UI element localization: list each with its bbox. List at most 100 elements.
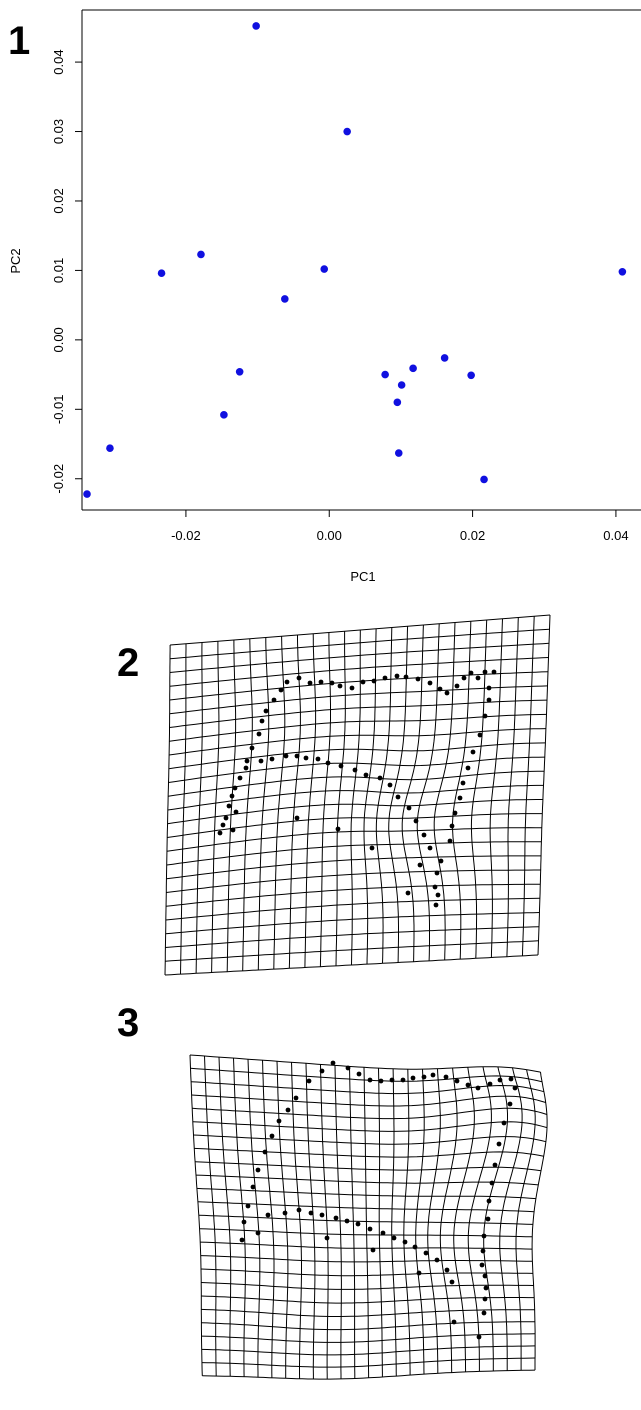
scatter-points [83,22,627,498]
grid-column-line [416,623,440,961]
landmark-point [482,669,488,675]
grid-row-line [200,1255,533,1263]
grid-row-line [192,1121,548,1132]
landmark-point [496,1141,502,1147]
landmark-point [303,755,309,761]
grid-row-line [166,827,542,852]
data-point [235,368,244,376]
data-point [157,269,166,277]
grid-row-line [189,1054,541,1073]
grid-column-line [204,1055,217,1377]
data-point [106,444,114,452]
x-tick-label: 0.00 [317,528,342,543]
landmark-point [403,674,409,680]
landmark-point [485,1216,491,1222]
grid-row-line [195,1161,542,1172]
landmark-point [349,685,355,691]
grid-column-line [451,621,472,960]
landmark-point [318,679,324,685]
landmark-point [402,1239,408,1245]
grid-column-line [335,631,346,966]
landmark-point [294,815,300,821]
data-point [480,475,488,484]
landmark-point [497,1077,503,1083]
grid-column-line [522,616,535,956]
x-axis: -0.02 0.00 0.02 0.04 [171,509,629,543]
landmark-point [405,890,411,896]
grid-row-line [169,728,546,756]
grid-row-line [194,1147,544,1158]
landmark-point [329,680,335,686]
landmark-point [356,1071,362,1077]
landmark-point [294,753,300,759]
landmark-point [377,775,383,781]
scatter-plot-pca: -0.02 0.00 0.02 0.04 -0.02 -0.01 0.00 0.01 0.02… [8,9,641,584]
landmark-point [307,680,313,686]
landmark-point [239,1237,245,1243]
landmark-point [370,1247,376,1253]
landmark-point [255,1167,261,1173]
grid-row-line [193,1134,547,1145]
data-point [467,371,475,380]
landmark-point [284,679,290,685]
landmark-point [432,884,438,890]
landmark-point [452,810,458,816]
landmark-point [293,1095,299,1101]
landmark-point [489,1180,495,1186]
landmark-point [479,1262,485,1268]
grid-column-line [276,1061,289,1379]
landmark-point [325,760,331,766]
landmark-point [283,753,289,759]
x-tick-label: -0.02 [171,528,201,543]
x-axis-title: PC1 [350,569,375,584]
landmark-point [244,758,250,764]
y-tick-label: 0.03 [51,119,66,144]
panel-label-1: 1 [8,19,30,63]
landmark-point [389,1077,395,1083]
landmark-point [410,1075,416,1081]
grid-column-line [375,627,393,964]
landmark-point [333,1215,339,1221]
grid-column-line [467,1066,492,1372]
landmark-point [481,1310,487,1316]
y-tick-label: -0.02 [51,464,66,494]
grid-column-line [180,643,187,975]
landmark-point [367,1226,373,1232]
landmark-point [282,1210,288,1216]
landmark-point [306,1078,312,1084]
grid-row-line [165,883,541,907]
grid-column-line [320,1064,329,1380]
landmark-point [241,1219,247,1225]
grid-column-line [305,1063,316,1379]
landmark-point [486,697,492,703]
data-point [397,381,406,389]
landmark-point [421,832,427,838]
landmark-point [369,845,375,851]
data-point [409,364,417,373]
landmark-point [482,713,488,719]
grid-row-line [169,699,548,728]
grid-column-line [515,1069,536,1371]
grid-column-line [164,645,171,976]
data-point [381,370,389,379]
landmark-point [415,676,421,682]
landmark-point [412,1244,418,1250]
landmark-point [451,1319,457,1325]
data-point [320,265,329,273]
grid-column-line [391,1068,397,1377]
landmark-point [423,1250,429,1256]
grid-column-line [433,622,456,961]
landmark-point [481,1233,487,1239]
y-axis: -0.02 -0.01 0.00 0.01 0.02 0.03 0.04 [51,49,83,494]
landmark-point [255,1230,261,1236]
landmark-point [417,862,423,868]
landmark-point [296,675,302,681]
landmarks-2 [217,669,497,908]
landmark-point [308,1210,314,1216]
grid-column-line [242,638,253,971]
grid-column-line [257,637,270,971]
landmark-point [486,1198,492,1204]
landmark-point [465,765,471,771]
landmark-point [262,1149,268,1155]
data-point [393,398,402,407]
